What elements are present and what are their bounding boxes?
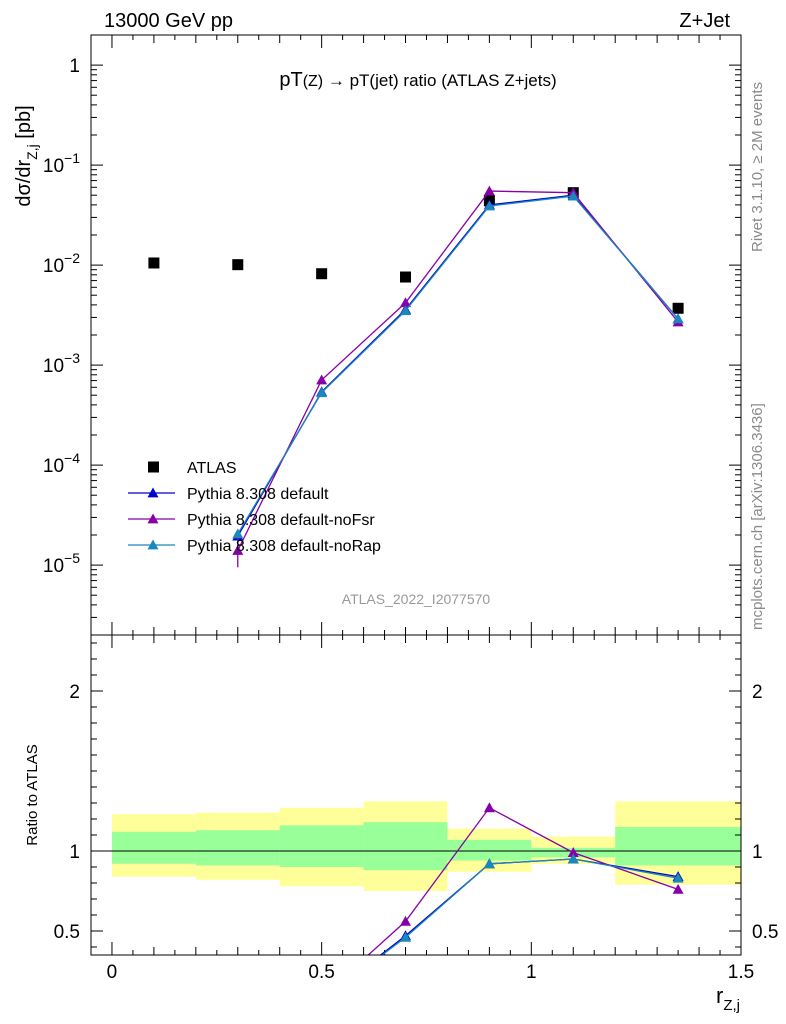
series-line: [237, 195, 679, 535]
ratio-panel: 0 0.5 1 1.5 0.5 0.5 1 1 2 2 Ratio to ATLAS rZ,j: [24, 634, 778, 1015]
main-y-tick-label: 10−5: [43, 550, 80, 577]
mcplots-label: mcplots.cern.ch [arXiv:1306.3436]: [749, 403, 766, 630]
ratio-data-point: [672, 883, 684, 894]
data-point: [232, 544, 244, 555]
data-point: [316, 387, 328, 398]
ratio-data-point: [232, 1005, 243, 1015]
data-point: [400, 271, 412, 283]
ratio-y-tick-label-right: 2: [752, 682, 763, 703]
x-tick-label: 0.5: [308, 962, 334, 983]
ratio-y-axis-label: Ratio to ATLAS: [24, 744, 41, 845]
ratio-data-point: [567, 853, 579, 864]
ratio-data-point: [483, 858, 495, 869]
ratio-y-tick-label: 1: [69, 842, 80, 863]
ratio-data-point: [672, 872, 684, 883]
main-y-axis-label: dσ/drZ,j [pb]: [13, 105, 40, 206]
x-tick-label: 0: [107, 962, 118, 983]
ratio-data-point: [232, 1005, 243, 1015]
ratio-data-point: [400, 931, 412, 942]
ratio-data-point: [400, 915, 412, 926]
data-point: [672, 313, 684, 324]
main-y-tick-label: 10−1: [43, 150, 80, 177]
uncertainty-band-stat: [363, 822, 448, 871]
ratio-data-point: [232, 1005, 243, 1015]
main-panel: 1 10−1 10−2 10−3 10−4 10−5 pT(Z) → pT(jet) ra…: [13, 34, 742, 636]
ratio-y-tick-label: 2: [69, 682, 80, 703]
header-energy-label: 13000 GeV pp: [104, 10, 233, 32]
main-title: pT(Z) → pT(jet) ratio (ATLAS Z+jets): [279, 69, 556, 91]
data-point: [232, 528, 244, 539]
main-y-tick-label: 1: [69, 56, 80, 77]
legend-marker: [147, 539, 159, 550]
ratio-data-point: [316, 995, 327, 1005]
rivet-version-label: Rivet 3.1.10, ≥ 2M events: [749, 82, 766, 252]
analysis-watermark: ATLAS_2022_I2077570: [342, 591, 491, 607]
series-pythia-8-308-default-nofsr: [232, 185, 684, 568]
legend-label: ATLAS: [187, 460, 237, 477]
ratio-series-pythia-8-308-default-nofsr: [232, 802, 684, 1015]
x-tick-label: 1.5: [728, 962, 754, 983]
ratio-frame: [90, 634, 742, 956]
ratio-series-line: [367, 806, 679, 955]
data-point: [567, 190, 579, 201]
ratio-data-point: [567, 847, 579, 857]
main-y-tick-label: 10−3: [43, 350, 80, 377]
legend-marker: [147, 487, 159, 498]
legend-label: Pythia 8.308 default-noRap: [187, 538, 381, 555]
legend: ATLAS Pythia 8.308 default Pythia 8.308 de…: [128, 460, 381, 555]
data-point: [316, 374, 328, 385]
uncertainty-band-stat: [447, 839, 532, 861]
series-pythia-8-308-default-norap: [232, 190, 684, 539]
uncertainty-band-stat: [195, 830, 280, 866]
uncertainty-band-stat: [279, 825, 364, 867]
ratio-data-point: [316, 995, 327, 1005]
data-point: [400, 297, 412, 308]
ratio-series-pythia-8-308-default-norap: [232, 853, 684, 1015]
ratio-y-tick-label-right: 0.5: [752, 922, 778, 943]
ratio-data-point: [316, 992, 327, 1002]
series-line: [237, 194, 679, 537]
main-y-tick-label: 10−4: [43, 450, 80, 477]
data-point: [483, 200, 495, 211]
data-point: [316, 268, 328, 280]
data-point: [232, 259, 244, 271]
ratio-y-tick-label-right: 1: [752, 842, 763, 863]
uncertainty-band-stat: [615, 827, 741, 866]
data-point: [148, 257, 160, 269]
legend-marker: [147, 513, 159, 524]
x-tick-label: 1: [526, 962, 537, 983]
data-point: [483, 185, 495, 196]
uncertainty-band-stat: [111, 831, 196, 864]
ratio-y-tick-label: 0.5: [54, 922, 80, 943]
legend-label: Pythia 8.308 default-noFsr: [187, 512, 375, 529]
ratio-series-line: [381, 858, 679, 955]
data-point: [672, 302, 684, 314]
main-y-tick-label: 10−2: [43, 250, 80, 277]
series-atlas: [148, 187, 684, 314]
series-line: [237, 190, 679, 551]
x-axis-label: rZ,j: [716, 983, 740, 1014]
legend-label: Pythia 8.308 default: [187, 486, 329, 503]
data-point: [400, 305, 412, 316]
header-process-label: Z+Jet: [679, 10, 730, 32]
ratio-data-point: [483, 802, 495, 813]
legend-marker: [148, 461, 159, 473]
